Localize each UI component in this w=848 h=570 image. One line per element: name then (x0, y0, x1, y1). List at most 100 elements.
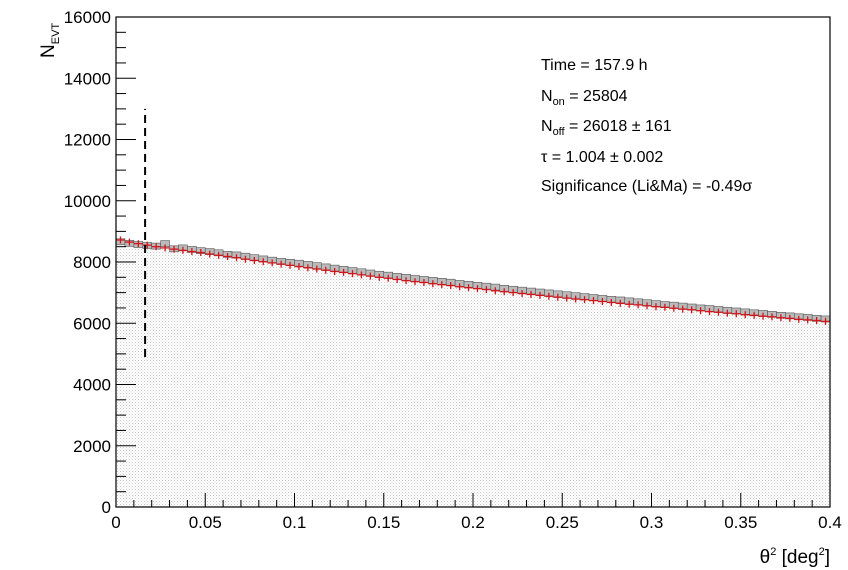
stat-n-on: Non = 25804 (541, 88, 628, 108)
y-tick-label: 4000 (73, 376, 111, 395)
data-point (267, 259, 277, 267)
data-point (508, 289, 518, 297)
y-tick-label: 8000 (73, 253, 111, 272)
data-point (214, 251, 224, 259)
data-point (517, 290, 527, 298)
data-point (312, 265, 322, 273)
off-histogram (115, 238, 831, 507)
data-point (571, 295, 581, 303)
data-point (767, 313, 777, 321)
data-point (187, 248, 197, 256)
data-point (758, 312, 768, 320)
data-point (392, 275, 402, 283)
data-point (437, 281, 447, 289)
on-data-points (116, 236, 830, 325)
data-point (553, 293, 563, 301)
data-point (133, 240, 143, 248)
data-point (428, 280, 438, 288)
data-point (499, 288, 509, 296)
data-point (785, 314, 795, 322)
data-point (464, 284, 473, 292)
x-axis-title: θ2 [deg2] (760, 546, 830, 568)
data-point (803, 316, 813, 324)
data-point (794, 315, 804, 323)
data-point (481, 286, 491, 294)
x-tick-label: 0.35 (724, 513, 757, 532)
x-tick-label: 0.1 (283, 513, 307, 532)
data-point (303, 264, 313, 272)
data-point (669, 304, 679, 312)
data-point (294, 263, 304, 271)
data-point (678, 305, 688, 313)
data-point (330, 267, 340, 275)
stat-tau: τ = 1.004 ± 0.002 (541, 149, 663, 166)
data-point (249, 256, 259, 264)
data-point (606, 298, 616, 306)
data-point (821, 317, 830, 325)
y-tick-label: 14000 (64, 69, 111, 88)
data-point (339, 268, 349, 276)
axes (115, 16, 831, 508)
data-point (240, 255, 250, 263)
data-point (169, 245, 179, 253)
x-tick-label: 0.3 (640, 513, 664, 532)
data-point (624, 300, 634, 308)
data-point (490, 287, 500, 295)
data-point (151, 243, 161, 251)
data-point (812, 316, 822, 324)
data-point (348, 270, 357, 278)
y-tick-label: 2000 (73, 437, 111, 456)
x-tick-label: 0 (111, 513, 120, 532)
y-axis-title: NEVT (38, 23, 62, 58)
tick-labels: 0 0.05 0.1 0.15 0.2 0.25 0.3 0.35 0.4 0 2000 4000 60… (64, 8, 842, 532)
data-point (321, 266, 331, 274)
data-point (615, 299, 625, 307)
data-point (722, 309, 732, 317)
data-point (749, 311, 759, 319)
data-point (160, 244, 170, 252)
data-point (740, 311, 750, 319)
data-point (365, 272, 375, 280)
data-point (419, 279, 429, 287)
data-point (446, 282, 456, 290)
data-point (116, 236, 125, 244)
x-tick-label: 0.2 (461, 513, 485, 532)
data-point (178, 246, 188, 254)
data-point (205, 250, 215, 258)
histogram-fill (116, 241, 830, 507)
y-tick-label: 6000 (73, 314, 111, 333)
data-point (535, 291, 545, 299)
data-point (124, 238, 134, 246)
y-tick-label: 10000 (64, 192, 111, 211)
data-point (276, 260, 286, 268)
x-tick-label: 0.05 (189, 513, 222, 532)
data-point (651, 303, 661, 311)
x-tick-label: 0.4 (818, 513, 842, 532)
data-point (526, 290, 536, 298)
data-point (713, 308, 723, 316)
y-tick-label: 16000 (64, 8, 111, 27)
stats-box: Time = 157.9 h Non = 25804 Noff = 26018 … (541, 57, 752, 195)
data-point (544, 292, 554, 300)
data-point (455, 283, 465, 291)
data-point (705, 308, 714, 316)
data-point (374, 273, 384, 281)
data-point (589, 297, 598, 305)
data-point (696, 307, 706, 315)
data-point (633, 301, 643, 309)
data-point (597, 298, 607, 306)
data-point (473, 285, 482, 293)
x-tick-label: 0.25 (546, 513, 579, 532)
data-point (660, 303, 670, 311)
stat-significance: Significance (Li&Ma) = -0.49σ (541, 178, 752, 195)
data-point (258, 258, 268, 266)
data-point (196, 249, 206, 257)
data-point (383, 274, 393, 282)
data-point (410, 278, 420, 286)
data-point (580, 296, 590, 304)
stat-n-off: Noff = 26018 ± 161 (541, 118, 672, 138)
data-point (562, 294, 572, 302)
stat-time: Time = 157.9 h (541, 57, 648, 74)
data-point (285, 261, 295, 269)
